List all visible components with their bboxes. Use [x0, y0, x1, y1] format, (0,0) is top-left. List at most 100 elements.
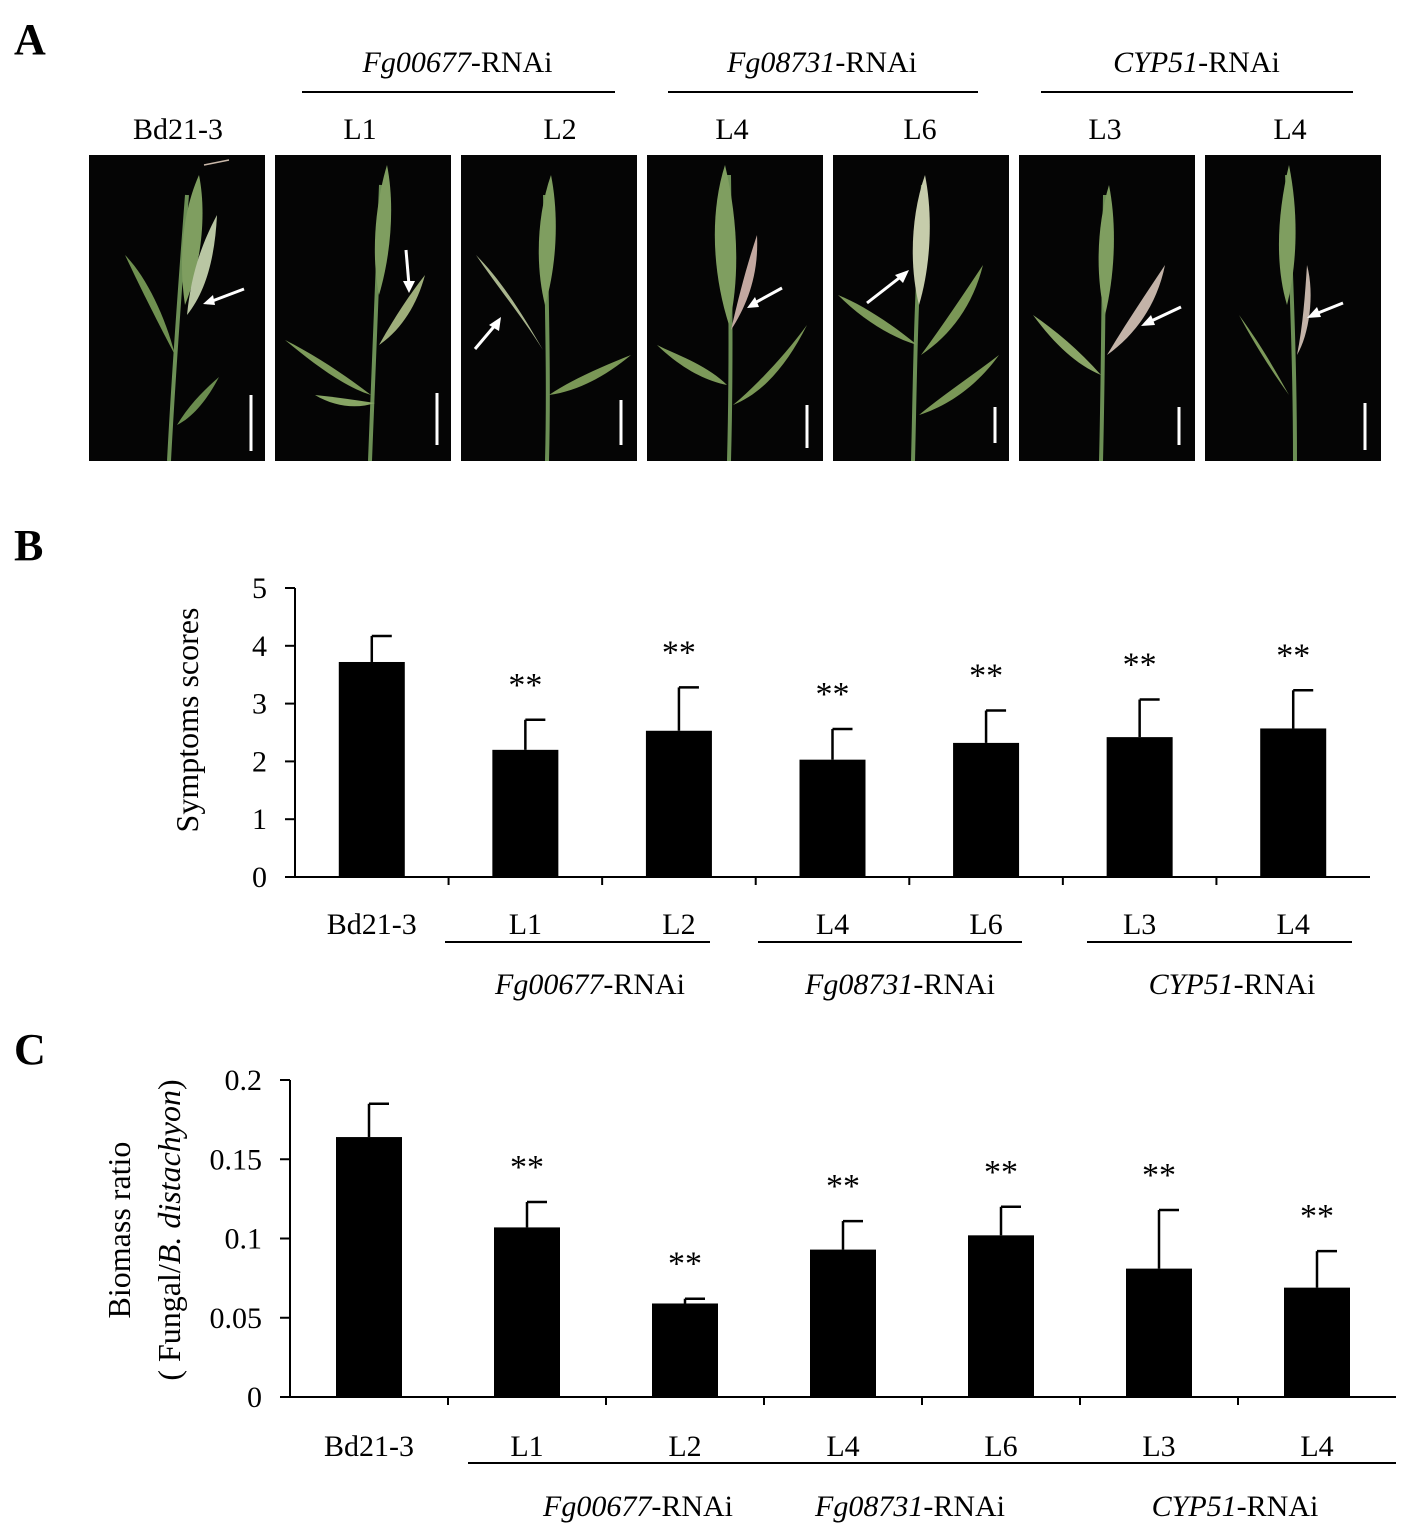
- significance-label: **: [510, 1149, 544, 1186]
- category-label: L3: [1123, 908, 1156, 941]
- y-axis-label-line2: ( Fungal/B. distachyon): [151, 1079, 187, 1380]
- y-tick-label: 0: [252, 861, 267, 894]
- category-label: L3: [1142, 1430, 1175, 1463]
- group-suffix: -RNAi: [651, 1490, 733, 1523]
- y-axis-label: Symptoms scores: [169, 608, 205, 833]
- spike-photo-l4b: [1205, 155, 1381, 461]
- bar: [1284, 1287, 1350, 1397]
- y-tick-label: 2: [252, 745, 267, 778]
- significance-label: **: [969, 658, 1003, 695]
- panel-a-group-fg00677: Fg00677-RNAi: [300, 46, 615, 80]
- category-label: L2: [668, 1430, 701, 1463]
- group-label: Fg00677-RNAi: [494, 968, 685, 1001]
- y-tick-label: 0: [247, 1381, 262, 1414]
- bar: [336, 1137, 402, 1397]
- group-italic: Fg00677: [542, 1490, 653, 1523]
- y-tick-label: 0.15: [210, 1143, 263, 1176]
- category-label: Bd21-3: [324, 1430, 414, 1463]
- bar: [1260, 728, 1327, 877]
- spike-photo-l4a: [647, 155, 823, 461]
- group-suffix: -RNAi: [1198, 46, 1280, 79]
- category-label: L6: [984, 1430, 1017, 1463]
- bar: [1106, 737, 1173, 877]
- category-label: L2: [662, 908, 695, 941]
- photo-label-l4b: L4: [1273, 113, 1307, 146]
- y-tick-label: 1: [252, 803, 267, 836]
- significance-label: **: [668, 1246, 702, 1283]
- y-axis-label-line1: Biomass ratio: [101, 1142, 137, 1319]
- group-italic: CYP51: [1149, 968, 1234, 1001]
- group-italic: Fg08731: [814, 1490, 923, 1523]
- spike-photo-l1: [275, 155, 451, 461]
- spike-photo-bd21-3: [89, 155, 265, 461]
- bar: [652, 1303, 718, 1397]
- y-tick-label: 0.05: [210, 1302, 263, 1335]
- group-label: Fg08731-RNAi: [814, 1490, 1005, 1523]
- chart-symptoms-scores: Symptoms scores 0 1 2 3 4 5 ** ** ** ** ** ** Bd21…: [169, 572, 1370, 1001]
- group-suffix: -RNAi: [1237, 1490, 1319, 1523]
- category-label: L4: [816, 908, 849, 941]
- significance-label: **: [1276, 637, 1310, 674]
- group-suffix: -RNAi: [835, 46, 917, 79]
- group-italic: Fg08731: [727, 46, 836, 79]
- photo-label-l6: L6: [903, 113, 937, 146]
- y-tick-label: 4: [252, 630, 267, 663]
- group-italic: Fg08731: [804, 968, 913, 1001]
- category-label: L4: [1300, 1430, 1333, 1463]
- spike-photo-l6: [833, 155, 1009, 461]
- spike-photo-l3: [1019, 155, 1195, 461]
- category-label: L4: [826, 1430, 859, 1463]
- significance-label: **: [816, 676, 850, 713]
- significance-label: **: [662, 634, 696, 671]
- bar: [799, 759, 866, 877]
- group-label: CYP51-RNAi: [1149, 968, 1316, 1001]
- group-italic: CYP51: [1113, 46, 1199, 79]
- photo-label-l3: L3: [1088, 113, 1122, 146]
- panel-a-group-line-2: [668, 91, 978, 93]
- photo-label-bd21-3: Bd21-3: [133, 113, 223, 146]
- group-suffix: -RNAi: [913, 968, 995, 1001]
- panel-a-group-cyp51: CYP51-RNAi: [1040, 46, 1353, 80]
- group-italic: Fg00677: [362, 46, 471, 79]
- y-tick-label: 0.1: [225, 1223, 263, 1256]
- group-suffix: -RNAi: [603, 968, 685, 1001]
- significance-label: **: [984, 1154, 1018, 1191]
- bar: [1126, 1268, 1192, 1397]
- photo-label-l1: L1: [343, 113, 377, 146]
- y-tick-label: 0.2: [225, 1064, 263, 1097]
- bar: [494, 1227, 560, 1397]
- photo-label-l4a: L4: [715, 113, 749, 146]
- category-label: L1: [510, 1430, 543, 1463]
- bar: [338, 661, 405, 877]
- chart-biomass-ratio: Biomass ratio ( Fungal/B. distachyon) 0 0…: [101, 1064, 1396, 1523]
- bar: [953, 742, 1020, 877]
- group-suffix: -RNAi: [470, 46, 553, 79]
- category-label: Bd21-3: [327, 908, 417, 941]
- panel-letter-b: B: [14, 521, 44, 570]
- bar: [492, 749, 559, 877]
- group-label: CYP51-RNAi: [1152, 1490, 1319, 1523]
- category-label: L4: [1277, 908, 1310, 941]
- group-italic: CYP51: [1152, 1490, 1237, 1523]
- group-suffix: -RNAi: [923, 1490, 1005, 1523]
- panel-a-group-fg08731: Fg08731-RNAi: [666, 46, 978, 80]
- significance-label: **: [1142, 1157, 1176, 1194]
- panel-letter-a: A: [14, 15, 46, 64]
- spike-photo-l2: [461, 155, 637, 461]
- significance-label: **: [508, 667, 542, 704]
- group-suffix: -RNAi: [1234, 968, 1316, 1001]
- panel-letter-c: C: [14, 1025, 46, 1074]
- group-label: Fg00677-RNAi: [542, 1490, 733, 1523]
- significance-label: **: [826, 1168, 860, 1205]
- bar: [645, 730, 712, 877]
- significance-label: **: [1123, 647, 1157, 684]
- category-label: L1: [509, 908, 542, 941]
- panel-a-group-line-1: [302, 91, 615, 93]
- y-tick-label: 3: [252, 688, 267, 721]
- category-label: L6: [969, 908, 1002, 941]
- bar: [810, 1249, 876, 1397]
- significance-label: **: [1300, 1198, 1334, 1235]
- panel-a-group-line-3: [1041, 91, 1353, 93]
- bar: [968, 1235, 1034, 1397]
- group-label: Fg08731-RNAi: [804, 968, 995, 1001]
